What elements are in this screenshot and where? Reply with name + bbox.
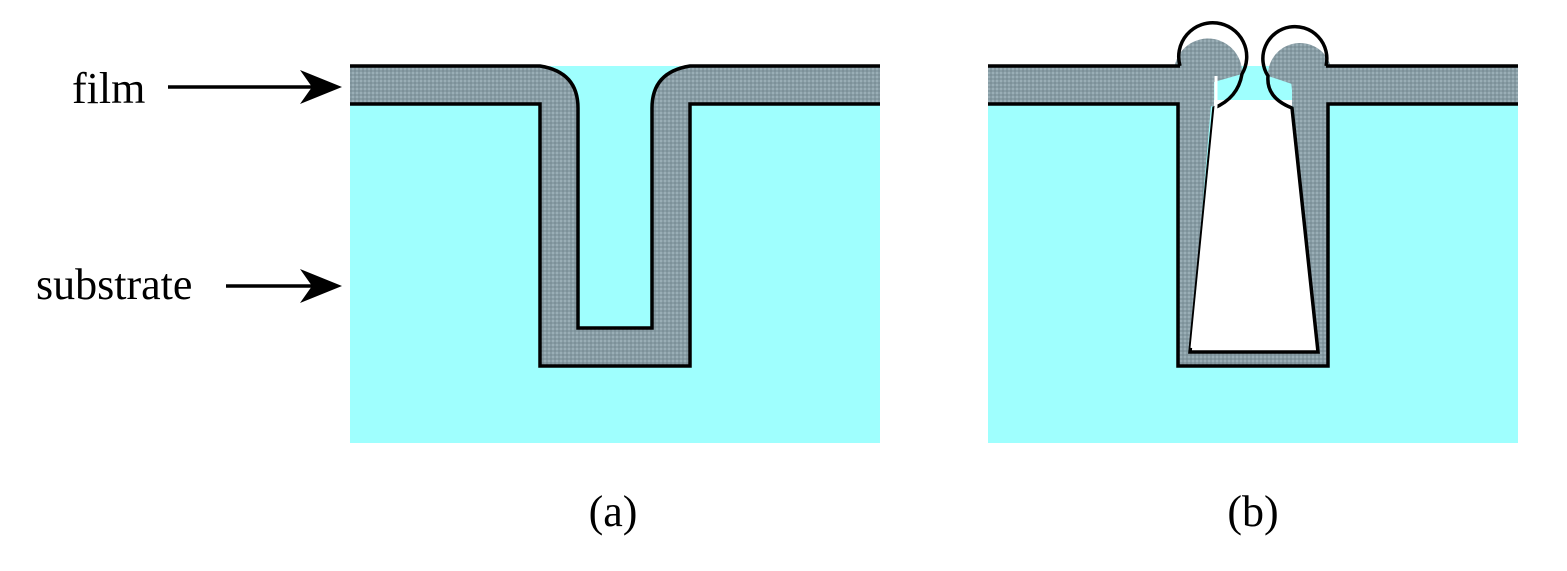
film-a-outline-bottom <box>350 102 880 368</box>
film-b-right-wall <box>1290 70 1328 352</box>
label-film: film <box>72 64 342 113</box>
film-a <box>350 66 880 366</box>
substrate-arrow-head <box>300 269 342 303</box>
film-arrow-head <box>300 70 342 104</box>
film-b-outline-surface-left <box>988 64 1518 368</box>
overhang-right <box>1267 43 1332 108</box>
caption-b: (b) <box>1227 487 1278 536</box>
substrate-a <box>350 66 880 443</box>
film-b-bottom <box>1178 352 1328 366</box>
film-b <box>988 66 1518 366</box>
film-label: film <box>72 64 145 113</box>
void-highlight <box>1190 76 1218 349</box>
caption-a: (a) <box>589 487 638 536</box>
void-b <box>1190 100 1318 352</box>
panel-a <box>350 64 880 443</box>
film-b-left-wall <box>1178 70 1214 352</box>
film-a-outline-top <box>350 64 880 330</box>
overhang-left <box>1174 38 1243 107</box>
label-substrate: substrate <box>36 260 342 309</box>
overhang-left-outline <box>1176 20 1329 354</box>
substrate-label: substrate <box>36 260 192 309</box>
panel-b <box>988 20 1518 443</box>
